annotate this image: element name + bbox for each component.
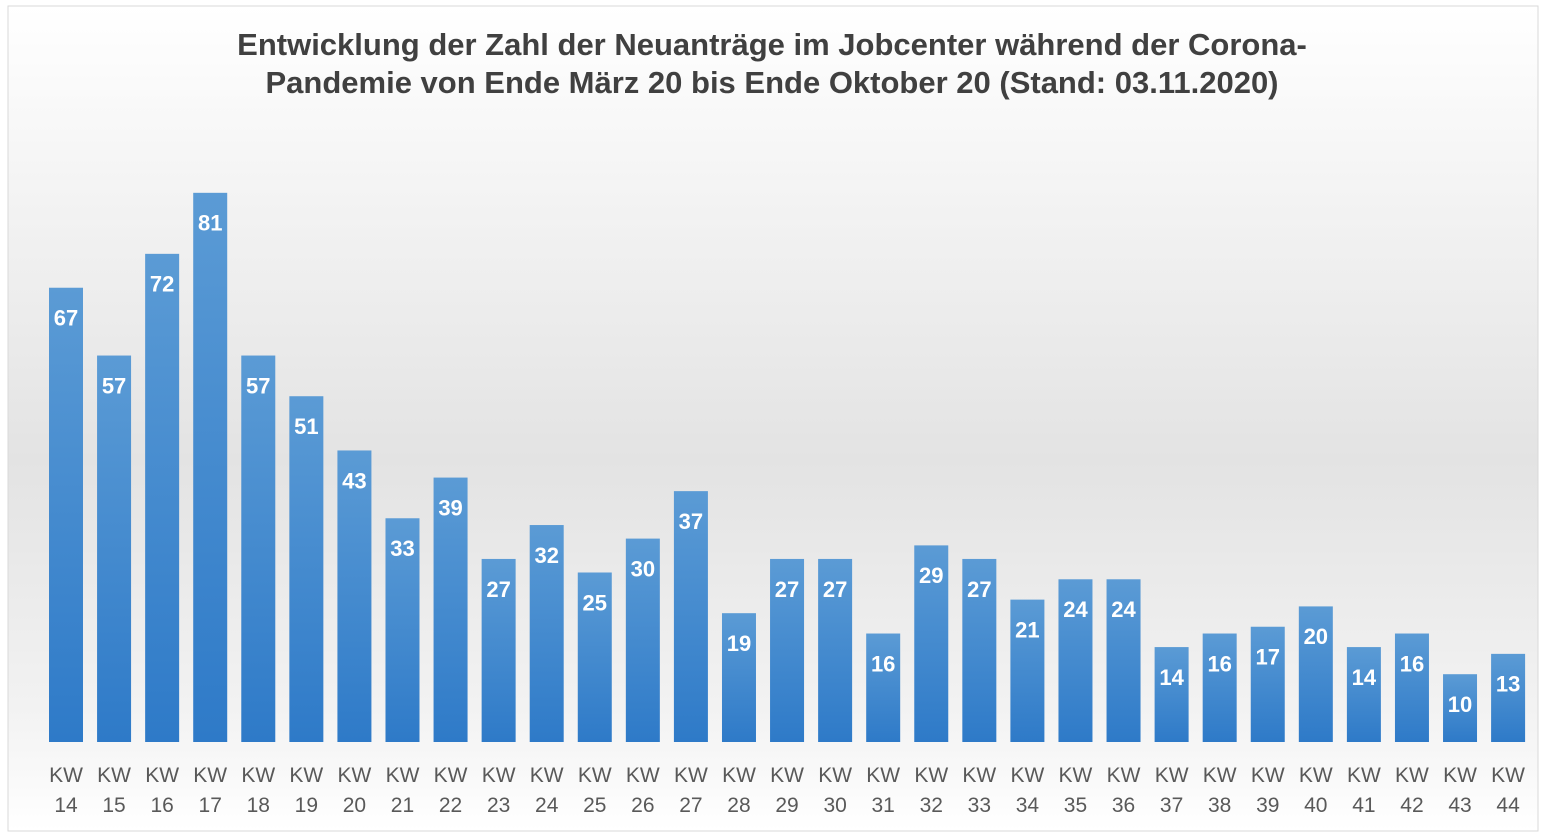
- bar: [1298, 606, 1333, 742]
- data-label: 37: [679, 509, 703, 534]
- data-label: 25: [583, 590, 607, 615]
- bar: [914, 545, 949, 742]
- bars: 67 KW 14 57 KW 15 72 KW 16 81 KW 17 57 KW 18 51 KW 19 43 KW…: [49, 192, 1526, 817]
- x-tick-label: KW 28: [722, 764, 756, 817]
- data-label: 51: [294, 414, 318, 439]
- x-tick-label: KW 14: [49, 764, 83, 817]
- data-label: 43: [342, 468, 366, 493]
- x-tick-label: KW 38: [1203, 764, 1237, 817]
- x-tick-label: KW 26: [626, 764, 660, 817]
- x-tick-label: KW 23: [482, 764, 516, 817]
- x-tick-label: KW 15: [97, 764, 131, 817]
- x-tick-label: KW 42: [1395, 764, 1429, 817]
- x-tick-label: KW 43: [1443, 764, 1477, 817]
- bar: [1010, 599, 1045, 742]
- bar: [1394, 633, 1429, 742]
- bar: [1058, 579, 1093, 742]
- data-label: 72: [150, 272, 174, 297]
- x-tick-label: KW 22: [434, 764, 468, 817]
- bar: [337, 450, 372, 742]
- x-tick-label: KW 39: [1251, 764, 1285, 817]
- data-label: 10: [1448, 692, 1472, 717]
- bar: [1250, 626, 1285, 742]
- bar: [193, 192, 228, 742]
- data-label: 27: [486, 577, 510, 602]
- data-label: 13: [1496, 672, 1520, 697]
- bar: [1443, 674, 1478, 742]
- data-label: 17: [1256, 645, 1280, 670]
- data-label: 32: [534, 543, 558, 568]
- x-tick-label: KW 16: [145, 764, 179, 817]
- x-tick-label: KW 34: [1010, 764, 1044, 817]
- data-label: 33: [390, 536, 414, 561]
- bar: [818, 558, 853, 742]
- data-label: 57: [246, 373, 270, 398]
- bar: [673, 491, 708, 742]
- x-tick-label: KW 20: [338, 764, 372, 817]
- data-label: 16: [1207, 651, 1231, 676]
- chart-title: Entwicklung der Zahl der Neuanträge im J…: [237, 27, 1307, 100]
- x-tick-label: KW 29: [770, 764, 804, 817]
- bar: [241, 355, 276, 742]
- data-label: 30: [631, 556, 655, 581]
- bar: [529, 525, 564, 742]
- bar: [577, 572, 612, 742]
- bar: [433, 477, 468, 742]
- bar: [866, 633, 901, 742]
- data-label: 24: [1111, 597, 1136, 622]
- bar: [1154, 647, 1189, 742]
- data-label: 24: [1063, 597, 1088, 622]
- x-tick-label: KW 24: [530, 764, 564, 817]
- data-label: 67: [54, 306, 78, 331]
- x-tick-label: KW 35: [1059, 764, 1093, 817]
- bar: [1491, 653, 1526, 742]
- x-tick-label: KW 17: [193, 764, 227, 817]
- x-tick-label: KW 30: [818, 764, 852, 817]
- data-label: 14: [1352, 665, 1377, 690]
- bar: [145, 253, 180, 742]
- bar: [770, 558, 805, 742]
- bar: [1202, 633, 1237, 742]
- bar: [97, 355, 132, 742]
- x-tick-label: KW 32: [914, 764, 948, 817]
- x-tick-label: KW 40: [1299, 764, 1333, 817]
- bar: [385, 518, 420, 742]
- data-label: 81: [198, 211, 222, 236]
- x-tick-label: KW 41: [1347, 764, 1381, 817]
- x-tick-label: KW 44: [1491, 764, 1525, 817]
- data-label: 27: [967, 577, 991, 602]
- bar: [1106, 579, 1141, 742]
- bar: [289, 396, 324, 742]
- x-tick-label: KW 19: [289, 764, 323, 817]
- data-label: 27: [823, 577, 847, 602]
- bar: [1346, 647, 1381, 742]
- data-label: 16: [871, 651, 895, 676]
- bar: [721, 613, 756, 742]
- data-label: 27: [775, 577, 799, 602]
- x-tick-label: KW 36: [1107, 764, 1141, 817]
- data-label: 16: [1400, 651, 1424, 676]
- bar: [962, 558, 997, 742]
- x-tick-label: KW 37: [1155, 764, 1189, 817]
- x-tick-label: KW 25: [578, 764, 612, 817]
- data-label: 57: [102, 373, 126, 398]
- bar: [625, 538, 660, 742]
- data-label: 20: [1304, 624, 1328, 649]
- bar: [49, 287, 83, 742]
- data-label: 39: [438, 495, 462, 520]
- data-label: 19: [727, 631, 751, 656]
- bar: [481, 558, 516, 742]
- data-label: 29: [919, 563, 943, 588]
- data-label: 14: [1159, 665, 1184, 690]
- x-tick-label: KW 27: [674, 764, 708, 817]
- x-tick-label: KW 31: [866, 764, 900, 817]
- x-tick-label: KW 18: [241, 764, 275, 817]
- x-tick-label: KW 21: [386, 764, 420, 817]
- data-label: 21: [1015, 617, 1039, 642]
- x-tick-label: KW 33: [962, 764, 996, 817]
